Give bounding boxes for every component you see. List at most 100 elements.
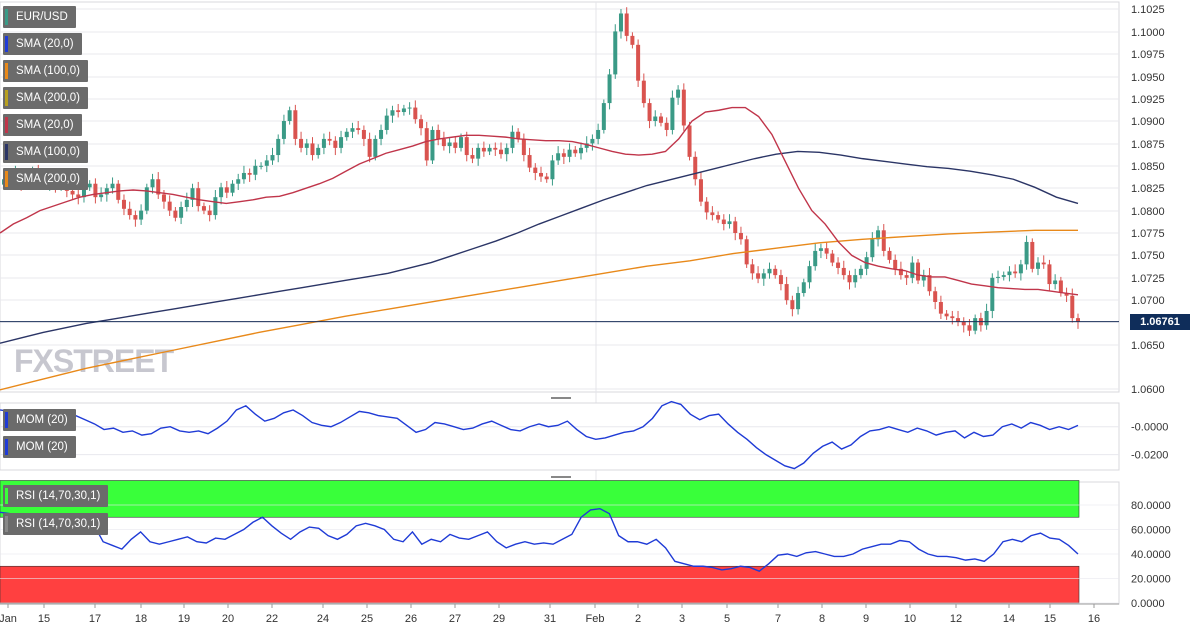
candle-body	[516, 131, 521, 139]
y-tick-label: 1.0850	[1131, 161, 1165, 173]
x-tick-label: 20	[222, 613, 234, 625]
candle-body	[893, 259, 898, 269]
candle-body	[453, 142, 458, 148]
candle-body	[601, 103, 606, 130]
candle-body	[93, 183, 98, 198]
sma-200-line	[0, 229, 1078, 391]
rsi-oversold-band	[0, 565, 1080, 604]
momentum-line	[0, 400, 1079, 470]
x-tick-label: 14	[1003, 613, 1015, 625]
x-tick-label: 25	[361, 613, 373, 625]
y-tick-label: 1.0750	[1131, 250, 1165, 262]
candle-body	[339, 137, 344, 148]
legend-swatch	[5, 63, 8, 79]
legend-item[interactable]: SMA (100,0)	[3, 60, 88, 82]
candle-body	[641, 80, 646, 104]
candle-body	[230, 183, 235, 193]
y-tick-label: 1.0650	[1131, 340, 1165, 352]
x-tick-label: 15	[1044, 613, 1056, 625]
x-tick-label: 18	[135, 613, 147, 625]
candle-body	[259, 165, 264, 167]
candle-body	[464, 137, 469, 156]
candle-body	[596, 129, 601, 139]
candle-body	[910, 262, 915, 278]
candle-body	[801, 282, 806, 294]
legend-item[interactable]: MOM (20)	[3, 409, 76, 431]
legend-swatch	[5, 412, 8, 428]
candle-body	[670, 97, 675, 130]
legend-item[interactable]: SMA (200,0)	[3, 168, 88, 190]
candle-body	[316, 147, 321, 156]
candle-body	[916, 262, 921, 281]
candle-body	[636, 44, 641, 81]
candle-body	[499, 149, 504, 155]
candle-body	[881, 230, 886, 251]
y-tick-label: -0.0200	[1131, 450, 1168, 462]
momentum-plot-area	[0, 402, 1120, 471]
candle-body	[738, 233, 743, 240]
candle-body	[1053, 280, 1058, 285]
candle-body	[1001, 275, 1006, 277]
candle-body	[1036, 262, 1041, 269]
x-tick-label: 17	[89, 613, 101, 625]
legend-item[interactable]: SMA (20,0)	[3, 33, 82, 55]
candle-body	[70, 190, 75, 195]
legend-item[interactable]: SMA (100,0)	[3, 141, 88, 163]
y-tick-label: 80.0000	[1131, 500, 1171, 512]
candle-body	[407, 107, 412, 109]
candle-body	[81, 187, 86, 198]
legend-swatch	[5, 439, 8, 455]
legend-label: SMA (200,0)	[16, 92, 80, 104]
candle-body	[716, 215, 721, 220]
x-axis: Jan 15 17 18 19 20 22 24 25 26 27 29 31 Feb 2 3 5 7 8 9 10 12…	[0, 603, 1119, 625]
candle-body	[327, 138, 332, 141]
candle-body	[390, 110, 395, 116]
candle-body	[276, 138, 281, 156]
candle-body	[653, 116, 658, 121]
legend-label: SMA (20,0)	[16, 38, 74, 50]
candle-body	[1024, 241, 1029, 265]
candle-body	[350, 128, 355, 132]
candle-body	[424, 128, 429, 161]
candle-body	[373, 138, 378, 157]
candle-body	[481, 147, 486, 152]
y-tick-label: -0.0000	[1131, 422, 1168, 434]
candle-body	[241, 172, 246, 180]
legend-item[interactable]: RSI (14,70,30,1)	[3, 513, 109, 535]
legend-swatch	[5, 36, 8, 52]
candle-body	[704, 201, 709, 213]
legend-item[interactable]: SMA (20,0)	[3, 114, 82, 136]
candle-body	[876, 230, 881, 240]
candle-body	[1013, 271, 1018, 274]
candle-body	[179, 207, 184, 218]
price-plot-area	[0, 1, 1120, 393]
y-tick-label: 1.0700	[1131, 295, 1165, 307]
legend-item[interactable]: SMA (200,0)	[3, 87, 88, 109]
candle-body	[539, 172, 543, 177]
x-tick-label: 16	[1088, 613, 1100, 625]
panel-resize-grip	[551, 397, 571, 399]
candle-body	[293, 110, 298, 139]
candle-body	[150, 179, 155, 188]
candle-body	[904, 275, 909, 278]
candle-body	[190, 188, 195, 200]
candle-body	[950, 316, 955, 319]
x-tick-label: 9	[863, 613, 869, 625]
candle-body	[510, 131, 515, 148]
legend-item[interactable]: MOM (20)	[3, 436, 76, 458]
candle-body	[836, 262, 841, 268]
candle-body	[470, 155, 475, 159]
candle-body	[104, 188, 109, 195]
rsi-overbought-band	[0, 480, 1080, 518]
candle-body	[784, 284, 789, 301]
candle-body	[144, 187, 149, 211]
legend-item[interactable]: RSI (14,70,30,1)	[3, 485, 109, 507]
x-tick-label: 7	[775, 613, 781, 625]
candle-body	[847, 275, 852, 283]
candle-body	[750, 264, 755, 274]
candle-body	[733, 221, 738, 233]
candle-body	[247, 172, 252, 175]
legend-item[interactable]: EUR/USD	[3, 6, 76, 28]
candle-body	[396, 110, 401, 113]
x-tick-label: 22	[266, 613, 278, 625]
